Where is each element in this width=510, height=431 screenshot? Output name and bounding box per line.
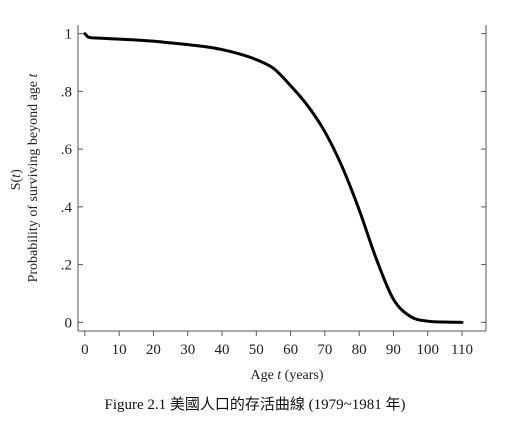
x-tick-label: 50 — [249, 342, 264, 358]
x-tick-label: 10 — [112, 342, 127, 358]
plot-frame — [78, 25, 486, 331]
survival-curve — [85, 34, 462, 323]
x-tick-labels: 0 10 20 30 40 50 60 70 80 90 100 110 — [81, 342, 473, 358]
y-tick-label: 1 — [65, 27, 73, 43]
y-axis-title: S(t) Probability of surviving beyond age… — [9, 72, 41, 282]
y-tick-label: .2 — [61, 258, 72, 274]
x-tick-label: 100 — [416, 342, 439, 358]
figure-caption: Figure 2.1 美國人口的存活曲線 (1979~1981 年) — [0, 393, 510, 414]
y-tick-labels: 0 .2 .4 .6 .8 1 — [61, 27, 73, 332]
y-tick-label: .6 — [61, 142, 73, 158]
x-tick-label: 110 — [451, 342, 473, 358]
x-axis-title: Age t (years) — [250, 368, 323, 383]
y-tick-label: .4 — [61, 200, 73, 216]
survival-chart: 0 10 20 30 40 50 60 70 80 90 100 110 0 .2 .4 .6 .8 1 Age… — [0, 0, 510, 390]
x-tick-label: 80 — [352, 342, 367, 358]
y-tick-label: .8 — [61, 84, 72, 100]
x-tick-label: 90 — [386, 342, 401, 358]
series-layer — [85, 34, 462, 323]
tick-marks — [78, 34, 486, 336]
x-tick-label: 60 — [283, 342, 298, 358]
x-tick-label: 40 — [215, 342, 230, 358]
x-tick-label: 20 — [146, 342, 161, 358]
x-tick-label: 70 — [317, 342, 332, 358]
y-tick-label: 0 — [65, 315, 73, 331]
x-tick-label: 0 — [81, 342, 89, 358]
x-tick-label: 30 — [180, 342, 195, 358]
